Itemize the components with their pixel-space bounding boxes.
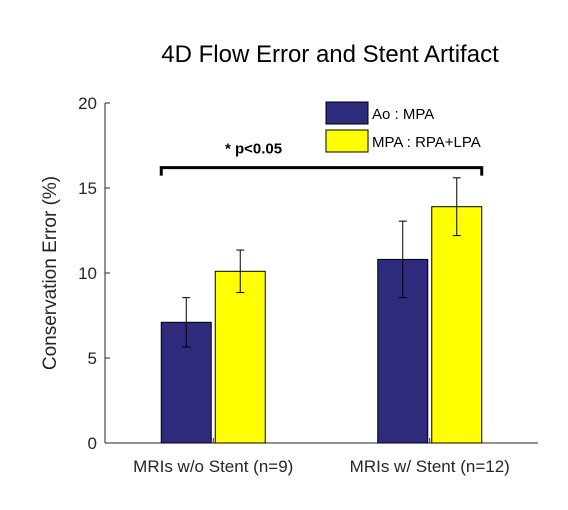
bar-2-1 xyxy=(214,270,266,444)
y-tick-label: 5 xyxy=(88,349,97,368)
significance-bracket xyxy=(159,166,484,176)
y-ticks: 0 5 10 15 20 xyxy=(78,94,110,453)
legend: Ao : MPA MPA : RPA+LPA xyxy=(325,101,481,153)
y-tick-label: 0 xyxy=(88,434,97,453)
legend-label-2: MPA : RPA+LPA xyxy=(372,134,481,151)
x-tick-label: MRIs w/ Stent (n=12) xyxy=(350,457,510,476)
x-ticks: MRIs w/o Stent (n=9) MRIs w/ Stent (n=12) xyxy=(133,438,510,476)
legend-swatch-1 xyxy=(325,101,369,125)
legend-label-1: Ao : MPA xyxy=(372,106,434,123)
significance-label: * p<0.05 xyxy=(225,141,282,158)
y-tick-label: 20 xyxy=(78,94,97,113)
bar-2-2 xyxy=(431,206,483,444)
y-tick-label: 10 xyxy=(78,264,97,283)
x-tick-label: MRIs w/o Stent (n=9) xyxy=(133,457,293,476)
y-tick-label: 15 xyxy=(78,179,97,198)
error-bars xyxy=(182,177,461,348)
chart-title: 4D Flow Error and Stent Artifact xyxy=(161,41,499,68)
legend-swatch-2 xyxy=(325,129,369,153)
bars xyxy=(160,206,483,444)
y-axis-label: Conservation Error (%) xyxy=(40,176,61,370)
significance-annotation: * p<0.05 xyxy=(159,141,484,176)
